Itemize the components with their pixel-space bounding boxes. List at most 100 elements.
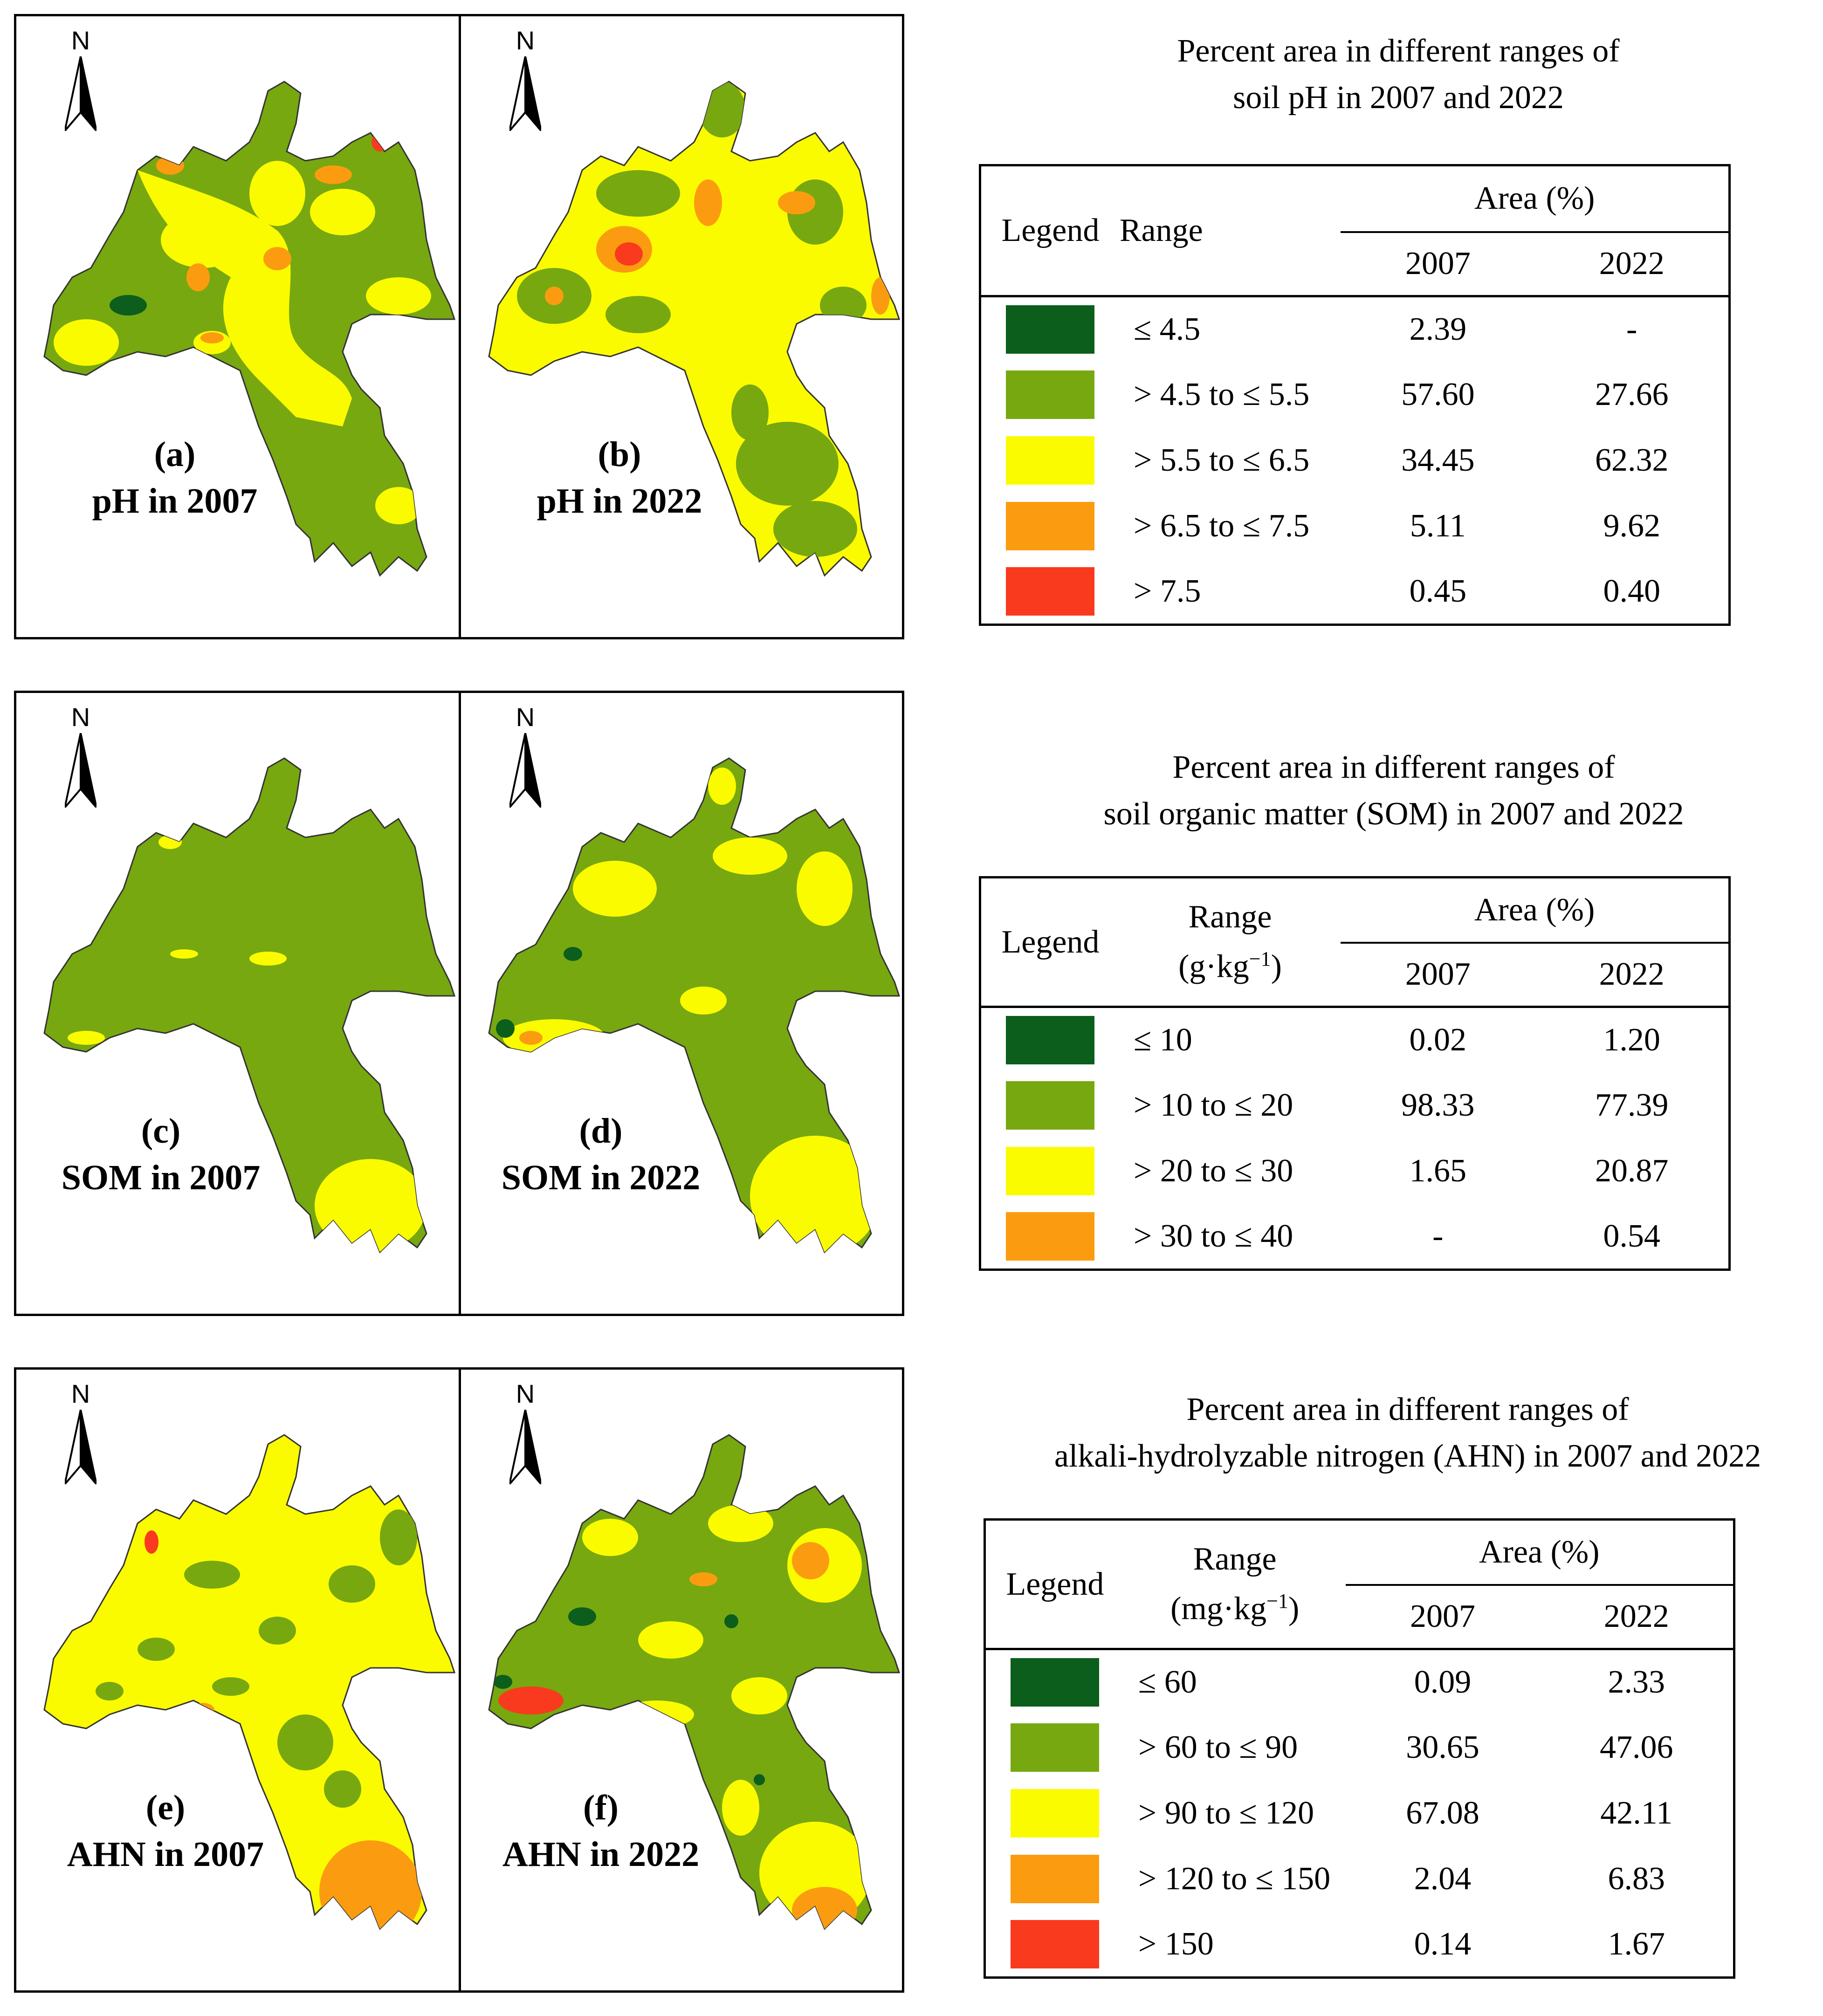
legend-row: ≤ 60 0.09 2.33 <box>985 1649 1734 1715</box>
legend-table-ph: Legend Range Area (%) 2007 2022 ≤ 4.5 2.3… <box>979 164 1731 626</box>
table-title-som: Percent area in different ranges of soil… <box>997 744 1790 837</box>
value-2007-cell: 0.09 <box>1414 1664 1472 1701</box>
range-header: Range <box>1188 899 1272 935</box>
legend-row: > 90 to ≤ 120 67.08 42.11 <box>985 1781 1734 1846</box>
value-2022-cell: 9.62 <box>1603 508 1660 544</box>
map-row-ph: N (a) pH in 2007 <box>14 14 904 639</box>
north-label: N <box>71 26 90 55</box>
value-2022-cell: 20.87 <box>1595 1153 1669 1189</box>
range-unit-exp: −1 <box>1266 1590 1288 1613</box>
year-header: 2022 <box>1535 232 1730 297</box>
value-2007-cell: 2.39 <box>1409 311 1467 348</box>
title-line: alkali-hydrolyzable nitrogen (AHN) in 20… <box>1054 1438 1761 1474</box>
value-2022-cell: 0.40 <box>1603 573 1660 609</box>
value-2007-cell: 57.60 <box>1401 377 1475 412</box>
legend-swatch <box>1006 502 1095 550</box>
year-header: 2022 <box>1540 1584 1734 1650</box>
panel-divider <box>459 693 461 1314</box>
legend-swatch-cell <box>980 1204 1120 1270</box>
legend-swatch <box>1006 370 1095 419</box>
panel-title: AHN in 2022 <box>502 1835 700 1874</box>
value-2022-cell: 62.32 <box>1595 442 1669 478</box>
panel-letter: (e) <box>145 1788 186 1827</box>
north-arrow-icon <box>65 1410 96 1484</box>
range-header: Range <box>1193 1541 1277 1577</box>
panel-letter: (b) <box>598 435 641 474</box>
panel-title: pH in 2022 <box>537 481 702 521</box>
range-unit: (g·kg−1) <box>1120 938 1341 987</box>
som-2022-map <box>488 757 900 1253</box>
rows-som: ≤ 10 0.02 1.20 > 10 to ≤ 20 98.33 77.39 > 20 t… <box>980 1007 1730 1270</box>
range-cell: > 90 to ≤ 120 <box>1138 1795 1314 1831</box>
legend-row: > 10 to ≤ 20 98.33 77.39 <box>980 1073 1730 1138</box>
panel-letter: (a) <box>154 435 196 474</box>
legend-swatch-cell <box>980 1073 1120 1138</box>
legend-header: Legend <box>980 165 1120 297</box>
panel-title: pH in 2007 <box>92 481 258 521</box>
legend-swatch <box>1011 1658 1100 1707</box>
value-2007-cell: 0.14 <box>1414 1926 1472 1962</box>
range-cell: > 6.5 to ≤ 7.5 <box>1133 508 1310 544</box>
value-2007-cell: 0.45 <box>1409 573 1467 609</box>
north-arrow: N <box>502 1380 549 1487</box>
legend-swatch <box>1011 1920 1100 1968</box>
legend-table-ahn: Legend Range (mg·kg−1) Area (%) 2007 202… <box>984 1518 1735 1979</box>
map-panel-som-2022: N (d) SOM in 2022 <box>461 693 903 1314</box>
value-2022-cell: 47.06 <box>1600 1729 1673 1765</box>
legend-row: > 30 to ≤ 40 - 0.54 <box>980 1204 1730 1270</box>
area-header: Area (%) <box>1341 165 1730 233</box>
legend-row: > 150 0.14 1.67 <box>985 1912 1734 1978</box>
range-cell: > 20 to ≤ 30 <box>1133 1153 1293 1189</box>
range-cell: > 120 to ≤ 150 <box>1138 1861 1331 1897</box>
range-cell: > 4.5 to ≤ 5.5 <box>1133 377 1310 412</box>
panel-divider <box>459 1370 461 1990</box>
north-arrow: N <box>57 703 104 810</box>
value-2007-cell: 34.45 <box>1401 442 1475 478</box>
range-unit-close: ) <box>1271 948 1282 985</box>
value-2022-cell: 27.66 <box>1595 377 1669 412</box>
rows-ph: ≤ 4.5 2.39 - > 4.5 to ≤ 5.5 57.60 27.66 > 5.5 … <box>980 296 1730 625</box>
north-arrow-icon <box>509 1410 541 1484</box>
range-cell: ≤ 10 <box>1133 1022 1192 1058</box>
legend-swatch-cell <box>980 1007 1120 1073</box>
legend-swatch <box>1011 1789 1100 1838</box>
legend-swatch <box>1011 1855 1100 1903</box>
ahn-2022-map <box>488 1434 900 1930</box>
map-panel-ph-2007: N (a) pH in 2007 <box>16 16 459 637</box>
legend-swatch-cell <box>985 1715 1124 1781</box>
panel-caption: (d) SOM in 2022 <box>461 1108 741 1201</box>
panel-divider <box>459 16 461 637</box>
panel-letter: (d) <box>579 1111 623 1151</box>
north-label: N <box>71 702 90 732</box>
title-line: soil pH in 2007 and 2022 <box>1233 80 1564 116</box>
value-2022-cell: 6.83 <box>1608 1861 1665 1897</box>
range-header-cell: Range (g·kg−1) <box>1119 877 1341 1008</box>
legend-swatch <box>1006 1147 1095 1195</box>
legend-swatch <box>1006 1212 1095 1261</box>
value-2007-cell: 0.02 <box>1409 1022 1466 1058</box>
north-arrow: N <box>57 1380 104 1487</box>
title-line: soil organic matter (SOM) in 2007 and 20… <box>1103 796 1684 832</box>
north-arrow-icon <box>65 56 96 131</box>
legend-swatch-cell <box>985 1912 1124 1978</box>
value-2022-cell: 42.11 <box>1600 1795 1673 1831</box>
map-panel-som-2007: N (c) SOM in 2007 <box>16 693 459 1314</box>
value-2007-cell: 5.11 <box>1410 508 1466 544</box>
north-arrow-icon <box>509 56 541 131</box>
legend-header: Legend <box>980 877 1120 1008</box>
legend-swatch <box>1006 1081 1095 1130</box>
title-line: Percent area in different ranges of <box>1186 1392 1629 1427</box>
legend-row: ≤ 4.5 2.39 - <box>980 296 1730 362</box>
legend-row: > 20 to ≤ 30 1.65 20.87 <box>980 1138 1730 1204</box>
legend-swatch-cell <box>985 1846 1124 1912</box>
legend-swatch <box>1011 1723 1100 1772</box>
value-2007-cell: 2.04 <box>1414 1861 1472 1897</box>
range-unit-close: ) <box>1288 1591 1300 1627</box>
rows-ahn: ≤ 60 0.09 2.33 > 60 to ≤ 90 30.65 47.06 > 90 t… <box>985 1649 1734 1978</box>
ahn-2007-map <box>43 1434 455 1930</box>
legend-swatch-cell <box>980 362 1120 428</box>
panel-caption: (b) pH in 2022 <box>480 431 759 524</box>
year-header: 2022 <box>1535 942 1730 1008</box>
range-unit-base: (mg·kg <box>1170 1591 1267 1627</box>
title-line: Percent area in different ranges of <box>1172 749 1615 785</box>
